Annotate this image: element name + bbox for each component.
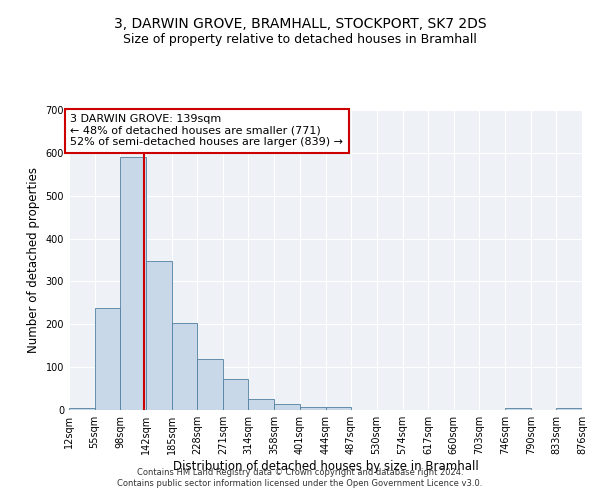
Text: Size of property relative to detached houses in Bramhall: Size of property relative to detached ho…: [123, 32, 477, 46]
Text: Contains HM Land Registry data © Crown copyright and database right 2024.
Contai: Contains HM Land Registry data © Crown c…: [118, 468, 482, 487]
Text: 3 DARWIN GROVE: 139sqm
← 48% of detached houses are smaller (771)
52% of semi-de: 3 DARWIN GROVE: 139sqm ← 48% of detached…: [70, 114, 343, 148]
Bar: [69, 408, 95, 410]
Bar: [248, 400, 274, 410]
Y-axis label: Number of detached properties: Number of detached properties: [27, 167, 40, 353]
Bar: [95, 308, 120, 410]
Bar: [505, 408, 531, 410]
Bar: [172, 323, 197, 410]
Bar: [120, 157, 146, 410]
Bar: [325, 406, 351, 410]
Bar: [146, 261, 172, 410]
Bar: [556, 408, 582, 410]
Bar: [274, 404, 300, 410]
Bar: [300, 407, 325, 410]
X-axis label: Distribution of detached houses by size in Bramhall: Distribution of detached houses by size …: [173, 460, 478, 473]
Bar: [223, 379, 248, 410]
Bar: [197, 360, 223, 410]
Text: 3, DARWIN GROVE, BRAMHALL, STOCKPORT, SK7 2DS: 3, DARWIN GROVE, BRAMHALL, STOCKPORT, SK…: [113, 18, 487, 32]
